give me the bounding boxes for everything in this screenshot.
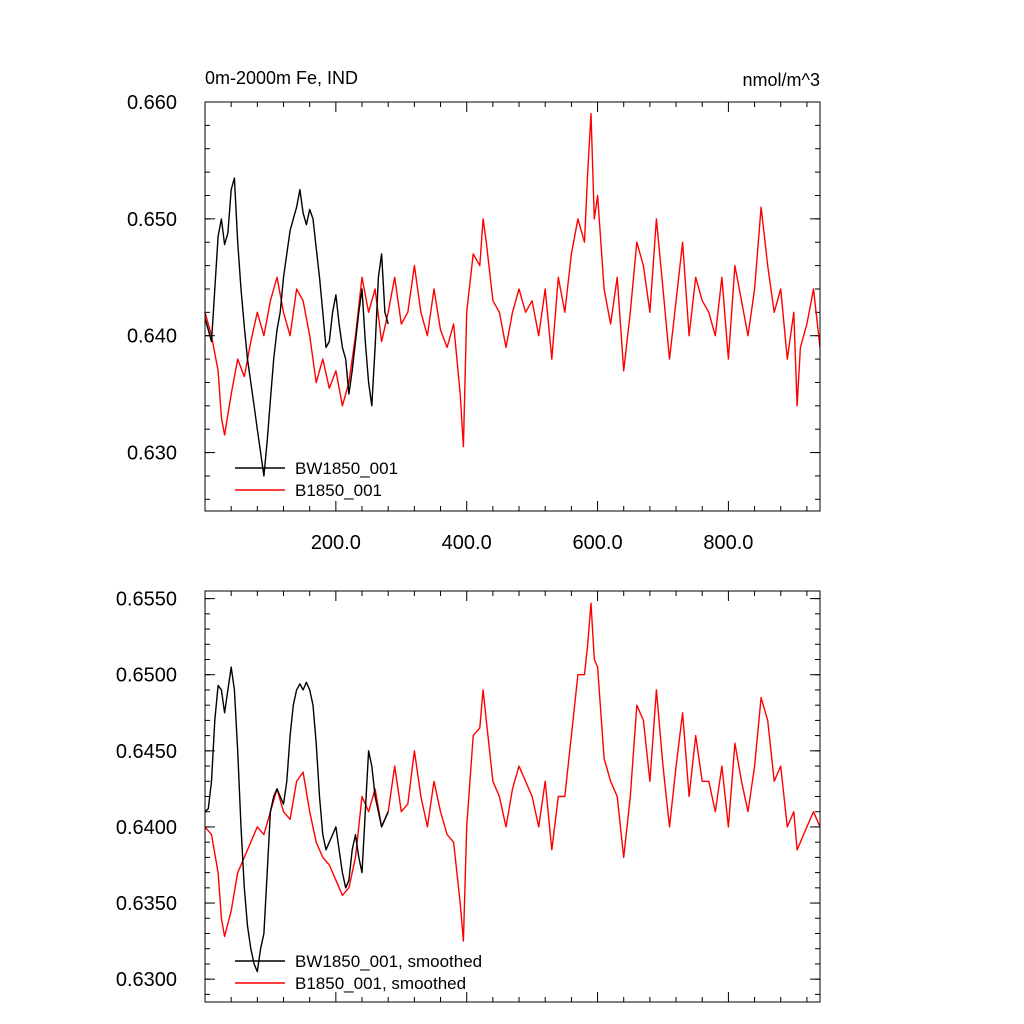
legend-label-0: BW1850_001 (295, 459, 398, 478)
y-tick-label: 0.6500 (116, 665, 177, 687)
bottom-panel-ticks: 0.6300 0.6350 0.6400 0.6450 0.6500 0.6550 (116, 589, 820, 1002)
x-tick-label: 800.0 (703, 532, 753, 554)
y-tick-label: 0.650 (127, 209, 177, 231)
y-tick-label: 0.6400 (116, 817, 177, 839)
top-panel-ticks: 200.0 400.0 600.0 800.0 0.630 0.640 0.650 0.660 (127, 92, 820, 554)
series-line-1 (204, 602, 821, 942)
series-line-1 (204, 112, 821, 448)
x-tick-label: 400.0 (442, 532, 492, 554)
legend-label-1: B1850_001 (295, 481, 382, 500)
bottom-panel-frame (204, 590, 821, 1003)
y-tick-label: 0.660 (127, 92, 177, 114)
top-panel-series (204, 112, 821, 477)
x-tick-label: 200.0 (311, 532, 361, 554)
top-panel: 0m-2000m Fe, IND nmol/m^3 200.0 400.0 600.… (127, 68, 821, 554)
x-tick-label: 600.0 (573, 532, 623, 554)
y-tick-label: 0.640 (127, 326, 177, 348)
y-tick-label: 0.6450 (116, 741, 177, 763)
legend-label-1: B1850_001, smoothed (295, 974, 466, 993)
legend-label-0: BW1850_001, smoothed (295, 952, 482, 971)
bottom-panel: 0.6300 0.6350 0.6400 0.6450 0.6500 0.6550 BW1… (116, 589, 821, 1003)
series-line-0 (204, 666, 389, 973)
bottom-panel-legend: BW1850_001, smoothed B1850_001, smoothed (235, 952, 482, 993)
top-panel-legend: BW1850_001 B1850_001 (235, 459, 398, 500)
y-tick-label: 0.6350 (116, 893, 177, 915)
y-tick-label: 0.6550 (116, 589, 177, 611)
series-line-0 (204, 177, 389, 477)
y-tick-label: 0.6300 (116, 969, 177, 991)
top-panel-frame (204, 101, 821, 512)
top-panel-units: nmol/m^3 (743, 70, 820, 90)
bottom-panel-series (204, 602, 821, 973)
y-tick-label: 0.630 (127, 443, 177, 465)
top-panel-title: 0m-2000m Fe, IND (205, 68, 358, 88)
